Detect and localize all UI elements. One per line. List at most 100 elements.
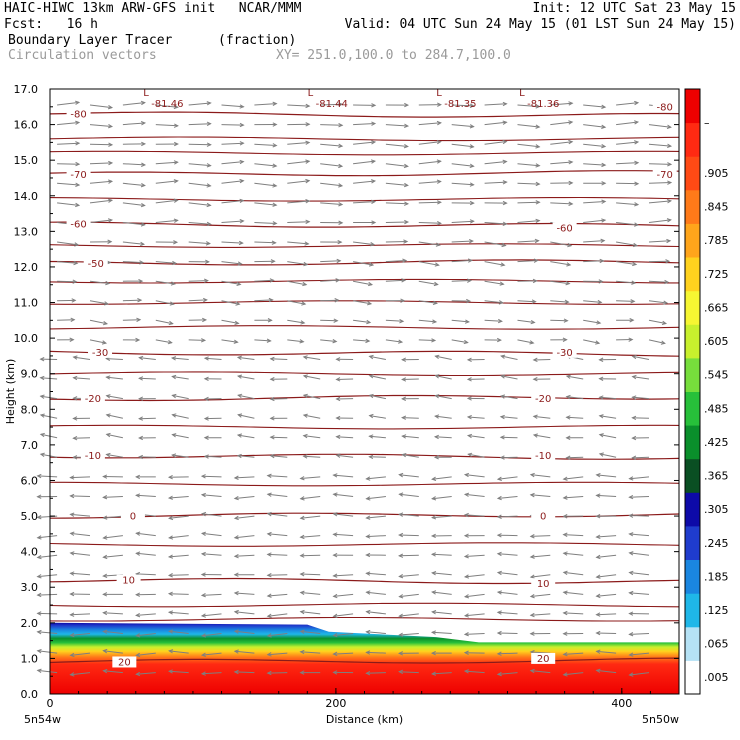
vector-arrowhead: [266, 338, 272, 343]
circulation-vector: [169, 496, 189, 499]
circulation-vector: [37, 593, 58, 596]
circulation-vector: [517, 260, 538, 263]
vector-arrowhead: [568, 180, 574, 186]
vector-arrowhead: [39, 413, 45, 418]
circulation-vector: [385, 163, 408, 167]
vector-arrowhead: [430, 671, 436, 676]
vector-arrowhead: [368, 354, 374, 360]
circulation-vector: [399, 613, 419, 617]
vector-arrowhead: [299, 629, 305, 634]
circulation-vector: [353, 319, 371, 323]
vector-arrowhead: [167, 610, 174, 615]
vector-arrowhead: [634, 181, 640, 186]
circulation-vector: [188, 339, 205, 341]
field-name: Boundary Layer Tracer: [8, 33, 173, 48]
circulation-vector: [188, 163, 211, 167]
vector-arrowhead: [463, 613, 469, 618]
circulation-vector: [629, 496, 650, 498]
vector-arrowhead: [234, 320, 240, 325]
vector-arrowhead: [299, 609, 305, 615]
circulation-vector: [385, 279, 406, 282]
vector-arrowhead: [302, 393, 308, 398]
vector-arrowhead: [233, 495, 239, 501]
circulation-vector: [103, 612, 123, 615]
circulation-vector: [366, 572, 386, 576]
circulation-vector: [300, 630, 321, 634]
circulation-vector: [221, 300, 240, 305]
circulation-vector: [563, 476, 584, 480]
circulation-vector: [497, 476, 518, 480]
vector-arrowhead: [138, 376, 144, 381]
vector-arrowhead: [173, 240, 179, 245]
vector-arrowhead: [135, 633, 141, 638]
circulation-vector: [418, 181, 441, 184]
circulation-vector: [399, 633, 419, 636]
vector-arrowhead: [401, 453, 407, 458]
circulation-vector: [89, 162, 113, 165]
vector-arrowhead: [365, 476, 371, 481]
vector-arrowhead: [365, 338, 371, 344]
contour-label-bg: [531, 393, 556, 405]
colorbar-swatch: [685, 156, 700, 191]
vector-arrowhead: [467, 452, 473, 457]
circulation-vector: [136, 532, 156, 537]
vector-arrowhead: [139, 260, 145, 265]
circulation-vector: [648, 182, 672, 184]
vector-arrowhead: [135, 592, 141, 597]
circulation-vector: [583, 104, 606, 108]
vector-arrowhead: [401, 415, 407, 420]
vector-arrowhead: [72, 435, 78, 441]
vector-arrowhead: [168, 649, 174, 654]
vector-arrowhead: [431, 590, 437, 595]
circulation-vector: [57, 319, 75, 321]
vector-arrowhead: [398, 492, 404, 497]
vector-arrowhead: [141, 141, 147, 147]
vector-arrowhead: [39, 452, 45, 457]
vector-arrowhead: [108, 142, 114, 147]
circulation-vector: [353, 160, 375, 165]
vector-arrowhead: [200, 572, 206, 577]
vector-arrowhead: [631, 374, 637, 380]
circulation-vector: [254, 299, 273, 302]
circulation-vector: [234, 650, 255, 654]
circulation-vector: [418, 241, 440, 246]
vector-arrowhead: [532, 414, 538, 419]
circulation-vector: [89, 219, 112, 223]
circulation-vector: [629, 533, 650, 537]
contour-label-bg: [531, 578, 556, 590]
circulation-vector: [57, 202, 80, 206]
circulation-vector: [106, 358, 123, 360]
circulation-vector: [267, 574, 288, 576]
y-tick-label: 16.0: [14, 119, 39, 132]
vector-arrowhead: [239, 104, 245, 109]
vector-arrowhead: [335, 396, 341, 402]
circulation-vector: [221, 319, 239, 324]
vector-arrowhead: [305, 219, 311, 225]
vector-arrowhead: [169, 301, 175, 306]
vector-arrowhead: [36, 574, 42, 579]
vector-arrowhead: [72, 396, 78, 401]
circulation-vector: [465, 574, 485, 578]
circulation-vector: [530, 593, 551, 597]
circulation-vector: [188, 123, 211, 126]
circulation-vector: [169, 515, 189, 519]
vector-arrowhead: [173, 123, 179, 128]
vector-arrowhead: [36, 629, 42, 635]
circulation-vector: [464, 514, 485, 517]
circulation-vector: [70, 532, 91, 537]
vector-arrowhead: [105, 394, 111, 399]
circulation-vector: [70, 476, 91, 479]
colorbar-swatch: [685, 189, 700, 224]
vector-arrowhead: [666, 238, 672, 244]
vector-arrowhead: [529, 472, 535, 478]
colorbar-swatch: [685, 122, 700, 157]
vector-arrowhead: [601, 124, 607, 129]
colorbar-swatch: [685, 391, 700, 426]
vector-arrowhead: [167, 339, 173, 345]
contour-label: -70: [70, 170, 86, 181]
vector-arrowhead: [532, 376, 538, 382]
vector-arrowhead: [233, 475, 239, 480]
vector-arrowhead: [305, 178, 311, 184]
colorbar-label: .905: [704, 167, 729, 180]
temperature-contour: [49, 657, 680, 664]
